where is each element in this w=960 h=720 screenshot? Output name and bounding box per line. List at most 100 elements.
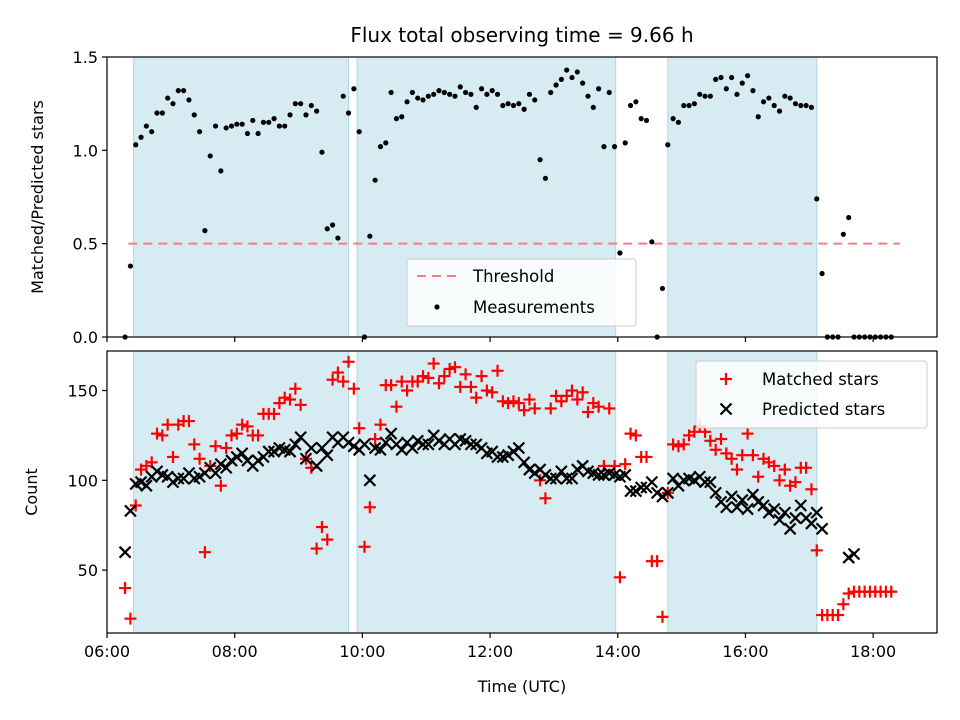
measurement-point: [404, 99, 410, 105]
matched-star-point: [480, 384, 493, 397]
measurement-point: [314, 108, 320, 114]
ratio-y-axis-label: Matched/Predicted stars: [28, 100, 47, 294]
measurement-point: [133, 142, 139, 148]
predicted-star-point: [741, 502, 754, 516]
matched-star-point: [214, 479, 227, 492]
matched-star-point: [241, 420, 254, 433]
matched-star-point: [576, 386, 589, 399]
predicted-star-point: [140, 479, 153, 492]
matched-star-point: [454, 380, 467, 393]
measurement-point: [207, 153, 213, 159]
matched-star-point: [805, 483, 818, 496]
predicted-star-point: [267, 445, 281, 458]
measurement-point: [697, 91, 703, 97]
measurement-point: [840, 231, 846, 237]
predicted-star-point: [262, 445, 276, 458]
measurement-point: [191, 112, 197, 118]
legend-measurements-label: Measurements: [473, 298, 595, 317]
measurement-point: [526, 91, 533, 97]
predicted-star-point: [491, 450, 504, 464]
observing-band-top-3: [667, 56, 818, 338]
matched-star-point: [363, 501, 376, 514]
predicted-star-point: [698, 475, 712, 489]
predicted-star-point: [789, 511, 802, 525]
measurement-point: [175, 88, 181, 94]
measurement-point: [415, 95, 421, 101]
matched-star-point: [347, 382, 360, 395]
predicted-star-point: [549, 472, 563, 485]
measurement-point: [196, 129, 203, 135]
matched-star-point: [438, 370, 451, 383]
matched-star-point: [714, 433, 727, 446]
predicted-star-point: [842, 551, 855, 564]
observing-band-bottom-1: [133, 350, 350, 634]
measurement-point: [622, 140, 628, 146]
measurement-point: [159, 110, 165, 116]
predicted-star-point: [560, 472, 573, 485]
ratio-panel: 0.0 0.5 1.0 1.5 Matched/Predicted stars Thr…: [28, 48, 938, 347]
predicted-star-point: [783, 522, 797, 536]
measurement-point: [223, 125, 229, 131]
chart-title: Flux total observing time = 9.66 h: [350, 23, 693, 47]
predicted-star-point: [650, 486, 664, 500]
matched-star-point: [470, 391, 483, 404]
matched-star-point: [284, 393, 297, 406]
predicted-star-point: [310, 459, 323, 473]
predicted-star-point: [805, 517, 818, 530]
measurement-point: [447, 91, 453, 97]
predicted-star-point: [704, 475, 717, 489]
top-y-tick-label: 0.0: [73, 328, 98, 347]
bottom-y-tick-label: 150: [67, 382, 98, 401]
matched-star-point: [337, 375, 350, 388]
predicted-star-point: [773, 513, 786, 527]
measurement-point: [659, 285, 666, 292]
top-y-tick-label: 1.0: [73, 141, 98, 160]
matched-star-point: [166, 450, 179, 463]
measurement-point: [409, 89, 415, 96]
measurement-point: [276, 123, 282, 129]
matched-star-point: [709, 443, 722, 456]
measurement-point: [739, 80, 745, 86]
matched-star-point: [278, 391, 291, 404]
count-panel-x-ticks: 06:00 08:00 10:00 12:00 14:00 16:00 18:00: [84, 633, 896, 661]
predicted-star-point: [746, 488, 760, 501]
predicted-star-point: [512, 441, 526, 455]
predicted-star-point: [422, 438, 435, 451]
measurement-point: [425, 93, 431, 99]
matched-star-point: [209, 440, 222, 453]
matched-star-point: [358, 540, 371, 553]
matched-star-point: [773, 474, 786, 487]
measurement-point: [377, 144, 384, 150]
measurement-point: [181, 88, 187, 94]
matched-star-point: [294, 398, 307, 411]
measurement-point: [218, 168, 224, 174]
predicted-star-point: [656, 490, 669, 503]
predicted-star-point: [124, 504, 137, 518]
measurement-point: [516, 101, 522, 107]
count-panel-frame: [106, 350, 938, 634]
measurement-point: [510, 102, 517, 109]
matched-star-point: [810, 544, 823, 557]
predicted-star-point: [757, 499, 770, 512]
measurement-point: [553, 82, 559, 88]
predicted-star-point: [555, 465, 568, 478]
measurement-point: [803, 102, 809, 109]
measurement-point: [351, 86, 357, 92]
matched-star-point: [427, 357, 440, 370]
bottom-y-tick-label: 50: [78, 561, 98, 580]
measurement-point: [814, 196, 820, 202]
matched-star-point: [837, 598, 850, 611]
measurement-point: [165, 95, 171, 101]
matched-star-point: [331, 366, 344, 379]
predicted-star-point: [384, 427, 398, 440]
matched-star-point: [422, 371, 435, 384]
matched-star-point: [310, 542, 323, 555]
matched-star-point: [629, 429, 642, 442]
predicted-star-point: [815, 522, 829, 536]
measurement-point: [260, 119, 267, 125]
predicted-star-point: [469, 438, 483, 451]
predicted-star-point: [342, 436, 355, 449]
predicted-star-point: [459, 434, 472, 448]
measurement-point: [601, 144, 607, 150]
measurement-point: [606, 89, 612, 96]
